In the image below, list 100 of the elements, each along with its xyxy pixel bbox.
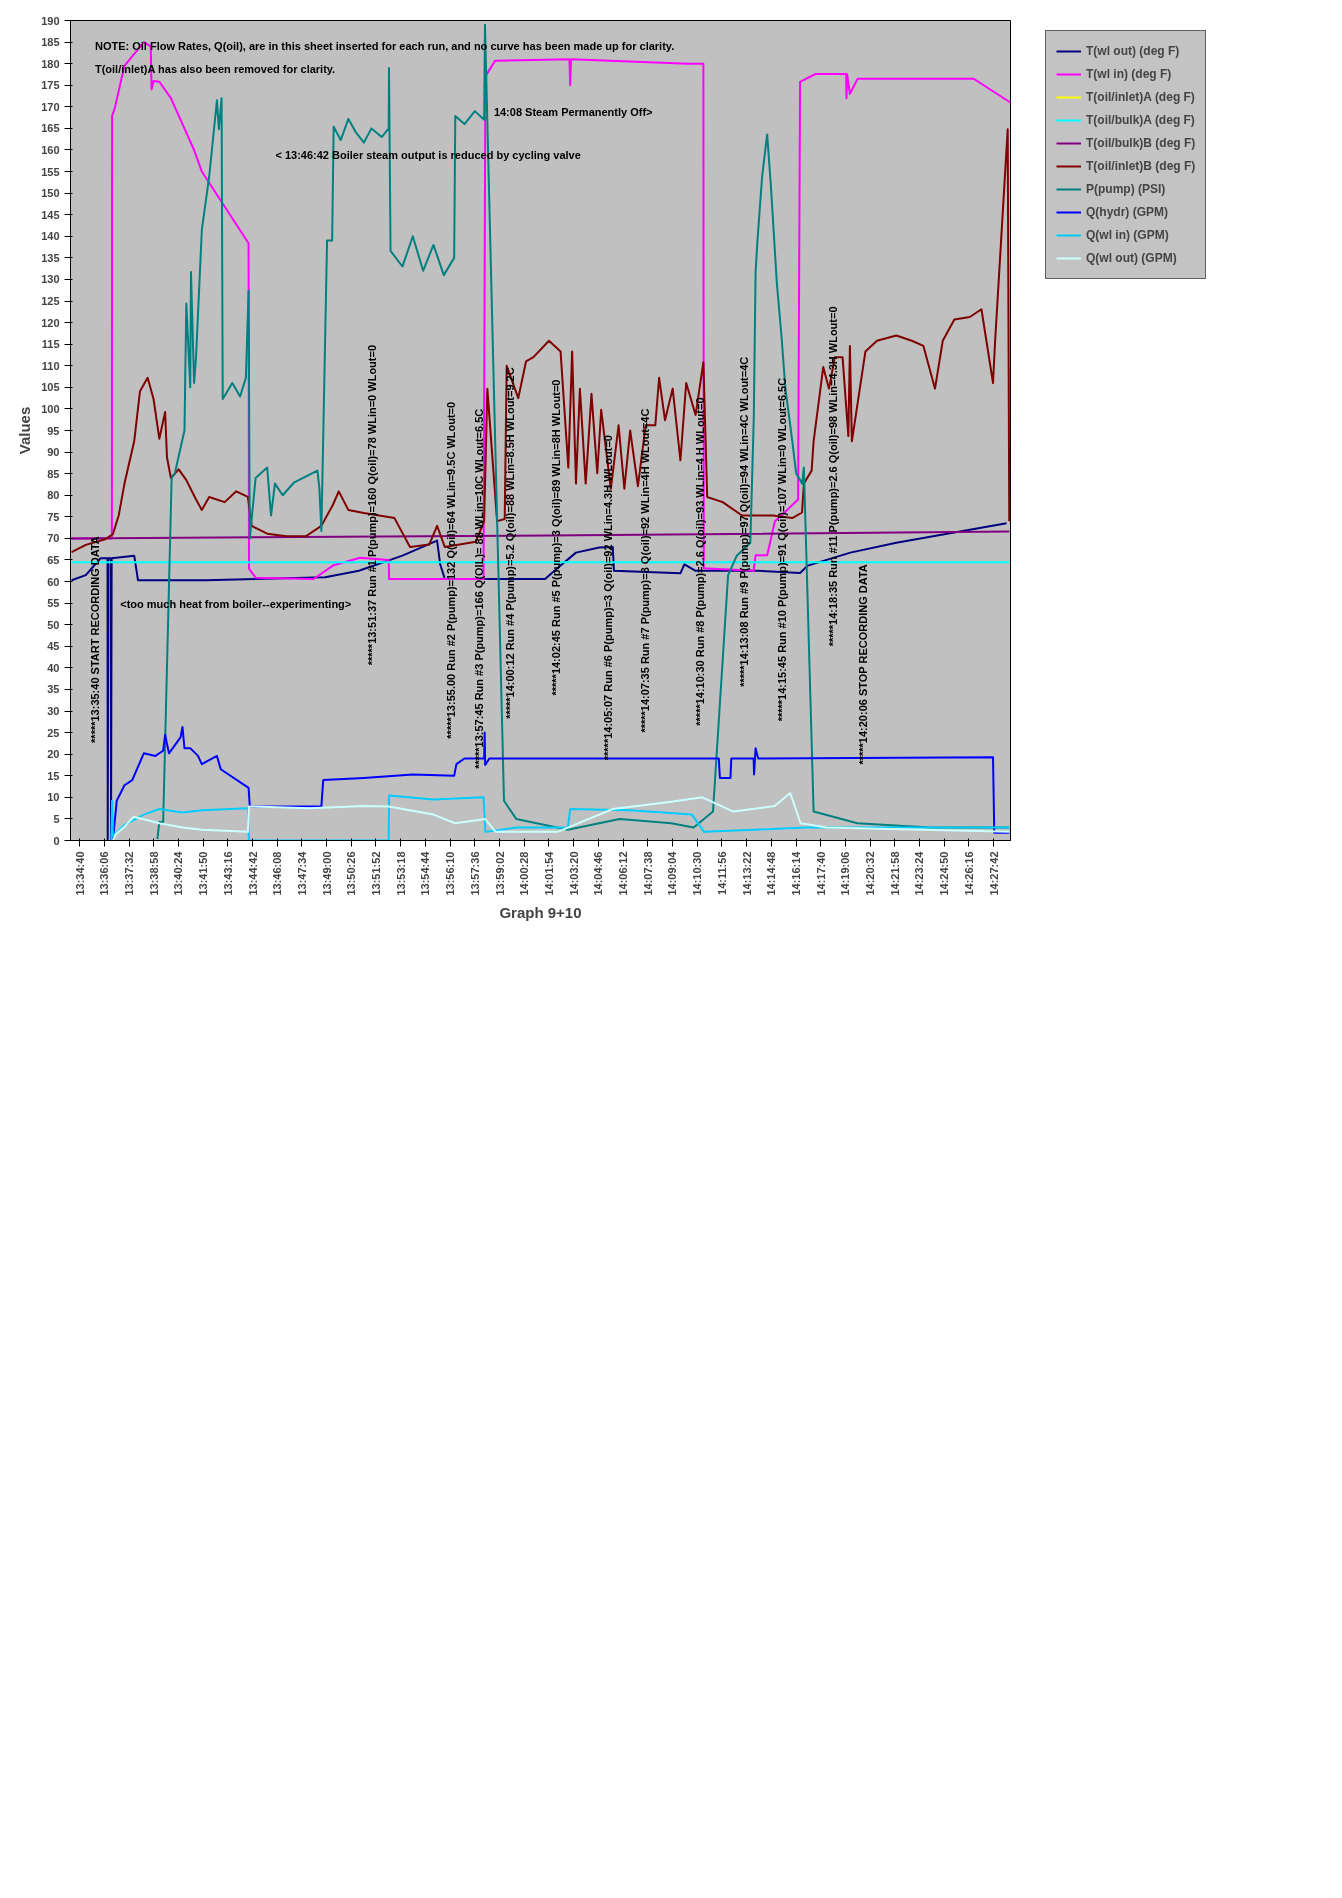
y-tick-label: 110 <box>41 359 60 372</box>
annotation: *****14:15:45 Run #10 P(pump)=91 Q(oil)=107 WLin=0 WLout=6.5C <box>776 377 789 722</box>
y-tick-label: 60 <box>47 575 60 588</box>
x-tick-label: 14:27:42 <box>987 851 1000 896</box>
x-tick-label: 13:49:00 <box>320 851 333 896</box>
x-tick-label: 14:09:04 <box>666 850 679 896</box>
y-tick-label: 165 <box>41 122 60 135</box>
y-tick-label: 135 <box>41 251 60 264</box>
x-tick-label: 14:19:06 <box>839 851 852 896</box>
y-tick-label: 140 <box>41 230 60 243</box>
legend-label: Q(wl in) (GPM) <box>1086 228 1169 242</box>
y-tick-label: 190 <box>41 14 60 27</box>
y-tick-label: 0 <box>53 834 60 847</box>
annotation: *****14:13:08 Run #9 P(pump)=97 Q(oil)=94 WLin=4C WLout=4C <box>738 356 751 687</box>
x-tick-label: 14:16:14 <box>790 850 803 896</box>
x-tick-label: 13:38:58 <box>147 851 160 896</box>
annotation: *****14:07:35 Run #7 P(pump)=3 Q(oil)=92 WLin=4H WLout=4C <box>638 408 651 733</box>
y-tick-label: 20 <box>47 748 60 761</box>
legend-label: T(oil/inlet)A (deg F) <box>1086 90 1195 104</box>
annotation: *****13:35:40 START RECORDING DATA <box>88 536 101 743</box>
x-tick-label: 13:59:02 <box>493 851 506 896</box>
y-tick-label: 35 <box>47 683 60 696</box>
y-tick-label: 75 <box>47 510 60 523</box>
y-tick-label: 130 <box>41 273 60 286</box>
annotation: *****14:20:06 STOP RECORDING DATA <box>857 564 870 765</box>
x-tick-label: 14:11:56 <box>715 851 728 895</box>
x-tick-label: 14:17:40 <box>814 851 827 896</box>
legend-label: T(wl out) (deg F) <box>1086 44 1180 58</box>
y-tick-label: 85 <box>47 467 60 480</box>
y-tick-label: 170 <box>41 100 60 113</box>
y-tick-label: 160 <box>41 143 60 156</box>
y-tick-label: 55 <box>47 597 60 610</box>
y-tick-label: 145 <box>41 208 60 221</box>
y-tick-label: 40 <box>47 661 60 674</box>
annotation: *****14:00:12 Run #4 P(pump)=5.2 Q(oil)=88 WLin=8.5H WLout=9.2C <box>503 367 516 719</box>
x-tick-label: 13:43:16 <box>221 851 234 896</box>
x-tick-label: 13:47:34 <box>295 850 308 896</box>
x-tick-label: 13:40:24 <box>172 850 185 896</box>
annotation: 14:08 Steam Permanently Off> <box>493 106 653 119</box>
x-tick-label: 13:57:36 <box>468 851 481 896</box>
legend-label: P(pump) (PSI) <box>1086 182 1166 196</box>
x-tick-label: 13:46:08 <box>271 851 284 896</box>
x-tick-label: 13:50:26 <box>345 851 358 896</box>
x-tick-label: 13:36:06 <box>98 851 111 896</box>
y-axis-title: Values <box>16 406 34 455</box>
legend-label: Q(wl out) (GPM) <box>1086 251 1177 265</box>
x-tick-label: 13:53:18 <box>394 851 407 896</box>
y-tick-label: 25 <box>47 726 60 739</box>
x-tick-label: 14:21:58 <box>888 851 901 896</box>
x-tick-label: 14:14:48 <box>765 851 778 896</box>
annotation: *****14:02:45 Run #5 P(pump)=3 Q(oil)=89 WLin=8H WLout=0 <box>550 379 563 696</box>
annotation: *****13:55.00 Run #2 P(pump)=132 Q(oil)=64 WLin=9.5C WLout=0 <box>444 401 457 739</box>
x-axis-title: Graph 9+10 <box>499 903 582 921</box>
y-tick-label: 155 <box>41 165 60 178</box>
x-tick-label: 13:51:52 <box>369 851 382 896</box>
y-tick-label: 15 <box>47 769 60 782</box>
annotation: *****13:57:45 Run #3 P(pump)=166 Q(OIL)= 88 WLin=10C WLout=6.5C <box>473 408 486 769</box>
y-tick-label: 100 <box>41 402 60 415</box>
x-tick-label: 13:54:44 <box>419 850 432 896</box>
y-tick-label: 115 <box>41 338 60 351</box>
y-tick-label: 150 <box>41 187 60 200</box>
x-tick-label: 13:34:40 <box>73 851 86 896</box>
x-tick-label: 14:10:30 <box>691 851 704 896</box>
y-tick-label: 45 <box>47 640 60 653</box>
y-tick-label: 180 <box>41 57 60 70</box>
y-tick-label: 50 <box>47 618 60 631</box>
annotation: *****14:10:30 Run #8 P(pump)=2.6 Q(oil)=93 WLin=4 H WLout=0 <box>693 397 706 726</box>
y-tick-label: 30 <box>47 705 60 718</box>
x-tick-label: 13:41:50 <box>197 851 210 896</box>
x-tick-label: 14:01:54 <box>542 850 555 896</box>
y-tick-label: 70 <box>47 532 60 545</box>
legend-label: T(oil/inlet)B (deg F) <box>1086 159 1196 173</box>
y-tick-label: 120 <box>41 316 60 329</box>
annotation: *****14:05:07 Run #6 P(pump)=3 Q(oil)=92 WLin=4.3H WLout=0 <box>601 435 614 761</box>
annotation: *****13:51:37 Run #1 P(pump)=160 Q(oil)=78 WLin=0 WLout=0 <box>366 344 379 666</box>
y-tick-label: 105 <box>41 381 60 394</box>
x-tick-label: 13:56:10 <box>444 851 457 896</box>
x-tick-label: 14:00:28 <box>518 851 531 896</box>
y-tick-label: 95 <box>47 424 60 437</box>
x-tick-label: 14:23:24 <box>913 850 926 896</box>
x-tick-label: 14:20:32 <box>864 851 877 896</box>
x-tick-label: 13:44:42 <box>246 851 259 896</box>
x-tick-label: 13:37:32 <box>123 851 136 896</box>
x-tick-label: 14:13:22 <box>740 851 753 896</box>
y-tick-label: 80 <box>47 489 60 502</box>
legend-label: T(wl in) (deg F) <box>1086 67 1172 81</box>
y-tick-label: 90 <box>47 446 60 459</box>
y-tick-label: 5 <box>53 812 60 825</box>
y-tick-label: 10 <box>47 791 60 804</box>
x-tick-label: 14:04:46 <box>592 851 605 896</box>
x-tick-label: 14:06:12 <box>617 851 630 896</box>
y-tick-label: 65 <box>47 553 60 566</box>
x-tick-label: 14:24:50 <box>938 851 951 896</box>
y-tick-label: 125 <box>41 295 60 308</box>
legend-label: T(oil/bulk)B (deg F) <box>1086 136 1196 150</box>
y-tick-label: 175 <box>41 79 60 92</box>
x-tick-label: 14:03:20 <box>567 851 580 896</box>
legend-label: T(oil/bulk)A (deg F) <box>1086 113 1195 127</box>
y-tick-label: 185 <box>41 36 60 49</box>
x-tick-label: 14:07:38 <box>641 851 654 896</box>
